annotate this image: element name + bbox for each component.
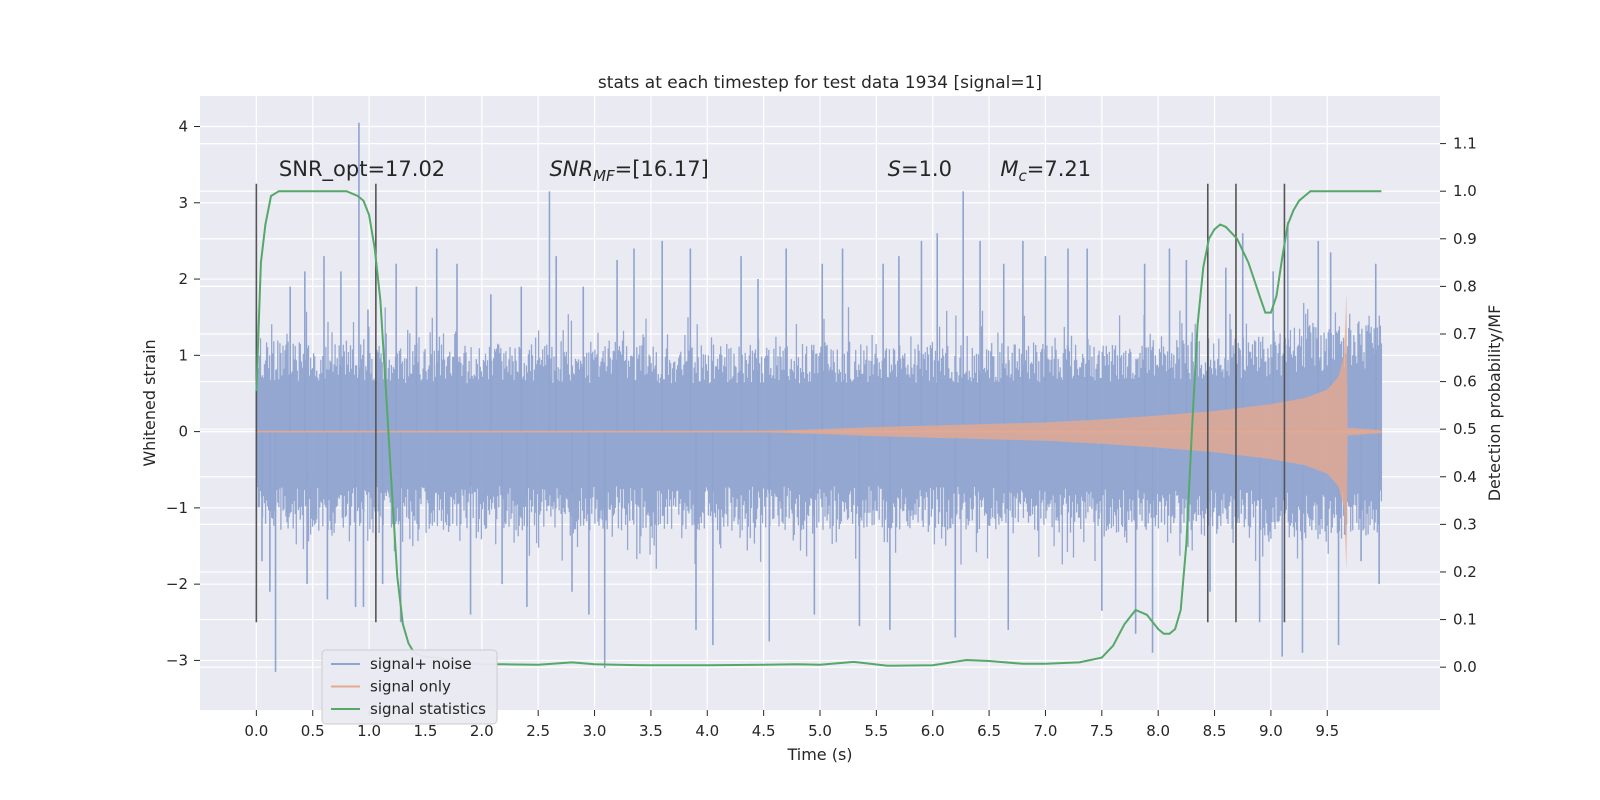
legend-label: signal only [370, 678, 451, 696]
x-tick-label: 5.0 [808, 722, 832, 740]
y-left-tick-label: 0 [178, 423, 188, 441]
annotation-text: SNRMF=[16.17] [549, 157, 708, 185]
x-tick-label: 8.0 [1146, 722, 1170, 740]
x-tick-label: 4.5 [752, 722, 776, 740]
y-left-axis-ticks: −3 −2 −1 0 1 2 3 4 [166, 118, 200, 669]
y-left-tick-label: −1 [166, 499, 188, 517]
y-right-tick-label: 0.5 [1453, 420, 1477, 438]
x-tick-label: 7.0 [1034, 722, 1058, 740]
legend-label: signal statistics [370, 700, 486, 718]
annotation-symbol: SNR [549, 157, 593, 181]
annotation-subscript: c [1018, 167, 1027, 185]
y-left-tick-label: 1 [178, 346, 188, 364]
annotation-value: =[16.17] [615, 157, 709, 181]
annotation-symbol: S [888, 157, 901, 181]
y-right-tick-label: 0.3 [1453, 515, 1477, 533]
x-tick-label: 6.0 [921, 722, 945, 740]
chart-title: stats at each timestep for test data 193… [598, 73, 1042, 93]
x-tick-label: 9.5 [1315, 722, 1339, 740]
y-right-tick-label: 0.6 [1453, 373, 1477, 391]
series-signal-only [256, 292, 1382, 572]
annotation-text: S=1.0 [888, 157, 952, 181]
y-right-tick-label: 0.9 [1453, 230, 1477, 248]
y-left-axis-label: Whitened strain [140, 339, 159, 466]
x-tick-label: 3.0 [583, 722, 607, 740]
y-left-tick-label: −2 [166, 575, 188, 593]
annotation-symbol: M [1000, 157, 1018, 181]
legend-box [321, 649, 498, 725]
annotation-value: =1.0 [901, 157, 952, 181]
x-tick-label: 9.0 [1259, 722, 1283, 740]
series-signal-statistics [255, 190, 1382, 667]
x-tick-label: 3.5 [639, 722, 663, 740]
y-right-tick-label: 0.4 [1453, 468, 1477, 486]
annotations: SNR_opt=17.02 SNRMF=[16.17] S=1.0 Mc=7.21 [279, 157, 1091, 185]
legend: signal+ noise signal only signal statistic… [321, 649, 498, 725]
x-axis-label: Time (s) [786, 745, 852, 764]
y-right-axis-label: Detection probability/MF [1485, 305, 1504, 502]
y-right-tick-label: 1.0 [1453, 182, 1477, 200]
x-tick-label: 8.5 [1203, 722, 1227, 740]
x-tick-label: 0.5 [301, 722, 325, 740]
legend-label: signal+ noise [370, 655, 472, 673]
x-axis-ticks: 0.0 0.5 1.0 1.5 2.0 2.5 3.0 3.5 4.0 4.5 5.0 5.5 6.0 6… [244, 710, 1339, 740]
signal-statistics-line [255, 190, 1382, 667]
y-left-tick-label: 3 [178, 194, 188, 212]
x-tick-label: 4.0 [695, 722, 719, 740]
vertical-marker-lines [255, 183, 1286, 623]
x-tick-label: 0.0 [244, 722, 268, 740]
y-right-tick-label: 0.0 [1453, 658, 1477, 676]
y-left-tick-label: −3 [166, 651, 188, 669]
x-tick-label: 5.5 [864, 722, 888, 740]
x-tick-label: 1.5 [414, 722, 438, 740]
y-right-tick-label: 0.1 [1453, 611, 1477, 629]
y-left-tick-label: 4 [178, 118, 188, 136]
y-right-axis-ticks: 0.0 0.1 0.2 0.3 0.4 0.5 0.6 0.7 0.8 0.9 1.0 1.1 [1440, 135, 1477, 676]
y-right-tick-label: 0.7 [1453, 325, 1477, 343]
y-left-tick-label: 2 [178, 270, 188, 288]
x-tick-label: 2.5 [526, 722, 550, 740]
annotation-text: SNR_opt=17.02 [279, 157, 445, 182]
annotation-value: =7.21 [1027, 157, 1091, 181]
x-tick-label: 6.5 [977, 722, 1001, 740]
y-right-tick-label: 0.2 [1453, 563, 1477, 581]
y-right-tick-label: 0.8 [1453, 277, 1477, 295]
x-tick-label: 1.0 [357, 722, 381, 740]
x-tick-label: 2.0 [470, 722, 494, 740]
x-tick-label: 7.5 [1090, 722, 1114, 740]
annotation-subscript: MF [593, 167, 615, 185]
y-right-tick-label: 1.1 [1453, 135, 1477, 153]
annotation-text: Mc=7.21 [1000, 157, 1091, 185]
